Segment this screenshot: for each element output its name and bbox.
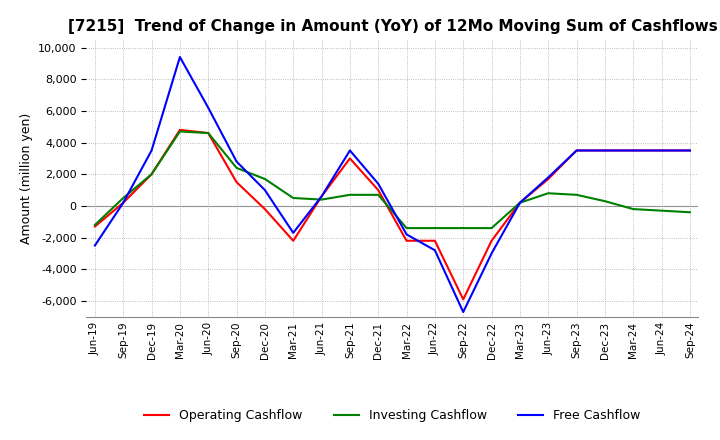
Investing Cashflow <box>233 165 241 171</box>
Investing Cashflow <box>402 225 411 231</box>
Operating Cashflow <box>318 194 326 199</box>
Operating Cashflow <box>148 172 156 177</box>
Y-axis label: Amount (million yen): Amount (million yen) <box>19 113 32 244</box>
Investing Cashflow <box>544 191 552 196</box>
Investing Cashflow <box>374 192 382 198</box>
Operating Cashflow <box>431 238 439 243</box>
Free Cashflow <box>346 148 354 153</box>
Operating Cashflow <box>402 238 411 243</box>
Free Cashflow <box>487 251 496 256</box>
Free Cashflow <box>402 232 411 237</box>
Investing Cashflow <box>318 197 326 202</box>
Operating Cashflow <box>91 224 99 229</box>
Investing Cashflow <box>204 130 212 136</box>
Operating Cashflow <box>600 148 609 153</box>
Free Cashflow <box>261 187 269 193</box>
Investing Cashflow <box>91 222 99 227</box>
Investing Cashflow <box>572 192 581 198</box>
Free Cashflow <box>374 181 382 187</box>
Operating Cashflow <box>289 238 297 243</box>
Free Cashflow <box>289 230 297 235</box>
Operating Cashflow <box>487 238 496 243</box>
Free Cashflow <box>431 248 439 253</box>
Operating Cashflow <box>176 127 184 132</box>
Investing Cashflow <box>600 198 609 204</box>
Investing Cashflow <box>487 225 496 231</box>
Operating Cashflow <box>685 148 694 153</box>
Investing Cashflow <box>148 172 156 177</box>
Free Cashflow <box>91 243 99 248</box>
Investing Cashflow <box>289 195 297 201</box>
Free Cashflow <box>516 200 524 205</box>
Investing Cashflow <box>459 225 467 231</box>
Free Cashflow <box>233 159 241 164</box>
Operating Cashflow <box>516 200 524 205</box>
Operating Cashflow <box>233 180 241 185</box>
Free Cashflow <box>176 55 184 60</box>
Title: [7215]  Trend of Change in Amount (YoY) of 12Mo Moving Sum of Cashflows: [7215] Trend of Change in Amount (YoY) o… <box>68 19 717 34</box>
Legend: Operating Cashflow, Investing Cashflow, Free Cashflow: Operating Cashflow, Investing Cashflow, … <box>139 404 646 427</box>
Operating Cashflow <box>657 148 666 153</box>
Free Cashflow <box>600 148 609 153</box>
Free Cashflow <box>318 194 326 199</box>
Investing Cashflow <box>261 176 269 182</box>
Investing Cashflow <box>516 200 524 205</box>
Free Cashflow <box>572 148 581 153</box>
Investing Cashflow <box>685 209 694 215</box>
Free Cashflow <box>459 309 467 315</box>
Investing Cashflow <box>657 208 666 213</box>
Operating Cashflow <box>459 297 467 302</box>
Operating Cashflow <box>374 187 382 193</box>
Operating Cashflow <box>346 156 354 161</box>
Line: Free Cashflow: Free Cashflow <box>95 57 690 312</box>
Free Cashflow <box>544 175 552 180</box>
Operating Cashflow <box>204 130 212 136</box>
Operating Cashflow <box>261 206 269 212</box>
Free Cashflow <box>629 148 637 153</box>
Free Cashflow <box>204 105 212 110</box>
Investing Cashflow <box>346 192 354 198</box>
Line: Investing Cashflow: Investing Cashflow <box>95 132 690 228</box>
Investing Cashflow <box>119 195 127 201</box>
Free Cashflow <box>685 148 694 153</box>
Operating Cashflow <box>119 200 127 205</box>
Investing Cashflow <box>629 206 637 212</box>
Free Cashflow <box>148 148 156 153</box>
Investing Cashflow <box>431 225 439 231</box>
Line: Operating Cashflow: Operating Cashflow <box>95 130 690 299</box>
Investing Cashflow <box>176 129 184 134</box>
Operating Cashflow <box>629 148 637 153</box>
Free Cashflow <box>119 200 127 205</box>
Operating Cashflow <box>544 176 552 182</box>
Free Cashflow <box>657 148 666 153</box>
Operating Cashflow <box>572 148 581 153</box>
